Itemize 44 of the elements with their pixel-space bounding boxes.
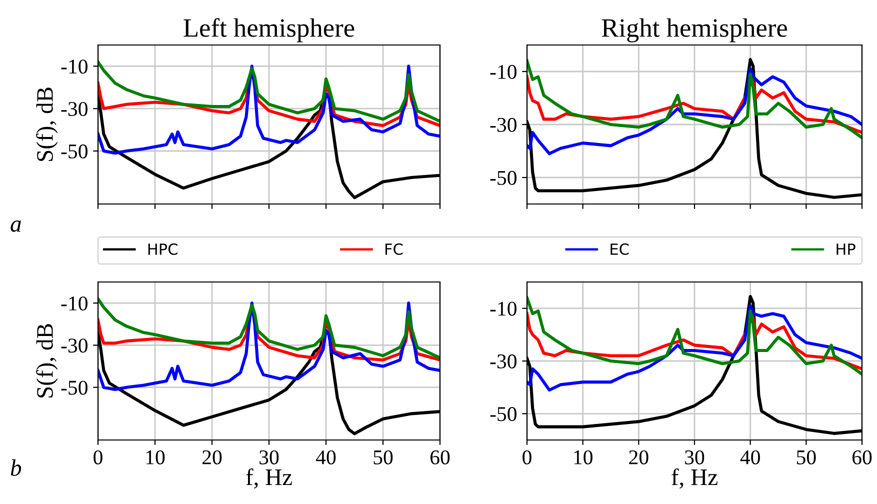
x-tick-label: 0 — [94, 450, 102, 464]
y-tick-label: -30 — [490, 118, 516, 132]
legend-label: FC — [385, 243, 403, 255]
y-tick-label: -30 — [61, 102, 88, 116]
x-tick-label: 0 — [522, 450, 532, 464]
x-tick-label: 50 — [374, 450, 393, 464]
x-axis-title: f, Hz — [246, 468, 292, 489]
x-tick-label: 40 — [740, 450, 760, 464]
y-tick-label: -50 — [490, 170, 516, 185]
legend-label: HP — [836, 244, 856, 255]
text: a — [10, 220, 21, 232]
chart-title: Left hemisphere — [184, 18, 354, 42]
y-tick-label: -30 — [61, 338, 88, 353]
x-tick-label: 60 — [852, 450, 872, 464]
x-axis-title: f, Hz — [672, 468, 718, 489]
y-tick-label: -10 — [61, 60, 88, 74]
line-series — [98, 297, 440, 360]
line-series — [527, 67, 862, 156]
x-tick-label: 60 — [430, 450, 450, 464]
y-tick-label: -50 — [61, 144, 88, 158]
legend-label: HPC — [148, 243, 178, 255]
text: b — [10, 459, 22, 476]
y-tick-label: -10 — [490, 64, 516, 79]
y-tick-label: -10 — [61, 296, 88, 310]
y-tick-label: -50 — [61, 380, 88, 395]
y-tick-label: -30 — [490, 354, 516, 368]
legend-label: EC — [610, 243, 629, 255]
x-tick-label: 10 — [574, 450, 592, 464]
chart-title: Right hemisphere — [602, 18, 788, 42]
line-series — [527, 59, 862, 140]
y-axis-title: S(f), dB — [36, 324, 58, 398]
y-axis-title: S(f), dB — [36, 88, 58, 161]
x-tick-label: 50 — [796, 450, 816, 464]
x-tick-label: 40 — [316, 450, 336, 464]
line-series — [527, 304, 862, 392]
x-tick-label: 30 — [685, 450, 704, 464]
x-tick-label: 20 — [202, 450, 222, 464]
x-tick-label: 20 — [629, 450, 648, 464]
x-tick-label: 10 — [146, 450, 165, 464]
line-series — [98, 60, 440, 123]
x-tick-label: 30 — [260, 450, 279, 464]
y-tick-label: -50 — [490, 407, 516, 422]
line-series — [527, 296, 862, 376]
y-tick-label: -10 — [490, 302, 516, 316]
